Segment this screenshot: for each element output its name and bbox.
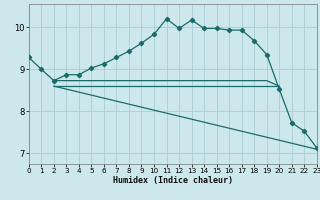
- X-axis label: Humidex (Indice chaleur): Humidex (Indice chaleur): [113, 176, 233, 185]
